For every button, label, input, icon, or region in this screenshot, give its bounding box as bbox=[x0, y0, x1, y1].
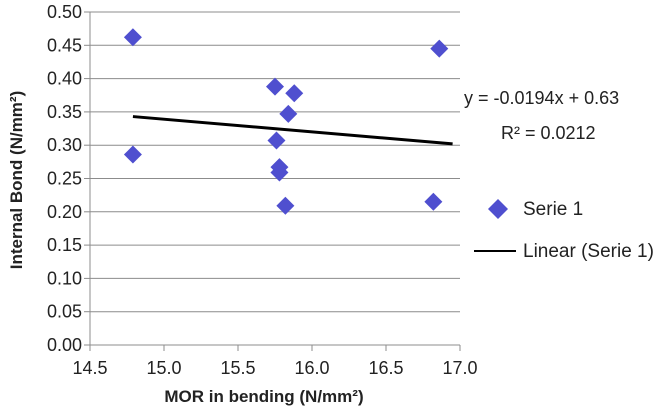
y-tick-label: 0.15 bbox=[47, 235, 82, 255]
data-point-4 bbox=[285, 84, 304, 103]
x-axis-title: MOR in bending (N/mm²) bbox=[164, 387, 363, 406]
y-tick-label: 0.20 bbox=[47, 202, 82, 222]
data-point-8 bbox=[270, 163, 289, 182]
y-tick-label: 0.45 bbox=[47, 35, 82, 55]
data-point-9 bbox=[276, 196, 295, 215]
legend-label-linear: Linear (Serie 1) bbox=[523, 241, 654, 262]
data-point-10 bbox=[430, 39, 449, 58]
y-tick-label: 0.00 bbox=[47, 335, 82, 355]
y-tick-label: 0.40 bbox=[47, 69, 82, 89]
grid-lines bbox=[84, 11, 460, 346]
y-tick-label: 0.50 bbox=[47, 2, 82, 22]
y-tick-label: 0.25 bbox=[47, 169, 82, 189]
x-tick-label: 14.5 bbox=[72, 358, 107, 378]
trendline-r2: R² = 0.0212 bbox=[501, 123, 596, 143]
x-tick-label: 15.0 bbox=[146, 358, 181, 378]
data-point-3 bbox=[266, 77, 284, 96]
x-tick-label: 15.5 bbox=[220, 358, 255, 378]
data-point-5 bbox=[279, 104, 298, 123]
axes bbox=[89, 12, 461, 351]
trendline-equation: y = -0.0194x + 0.63 bbox=[464, 88, 619, 108]
x-tick-label: 17.0 bbox=[442, 358, 477, 378]
legend-marker-serie-1 bbox=[488, 199, 508, 219]
trendline-group bbox=[132, 115, 453, 146]
legend-label-serie-1: Serie 1 bbox=[523, 199, 583, 220]
legend: Serie 1 Linear (Serie 1) bbox=[474, 199, 654, 262]
y-tick-label: 0.35 bbox=[47, 102, 82, 122]
data-point-1 bbox=[123, 28, 142, 47]
x-tick-labels: 14.5 15.0 15.5 16.0 16.5 17.0 bbox=[72, 358, 477, 378]
data-point-6 bbox=[267, 131, 286, 150]
y-tick-label: 0.10 bbox=[47, 268, 82, 288]
y-tick-label: 0.30 bbox=[47, 135, 82, 155]
y-tick-labels: 0.00 0.05 0.10 0.15 0.20 0.25 0.30 0.35 0.40 0.45… bbox=[47, 2, 82, 355]
data-points bbox=[123, 28, 449, 215]
x-tick-label: 16.0 bbox=[294, 358, 329, 378]
y-axis-title: Internal Bond (N/mm²) bbox=[7, 91, 26, 270]
trendline bbox=[132, 115, 453, 146]
y-tick-label: 0.05 bbox=[47, 302, 82, 322]
data-point-2 bbox=[123, 145, 142, 164]
x-tick-label: 16.5 bbox=[368, 358, 403, 378]
data-point-11 bbox=[424, 192, 443, 211]
